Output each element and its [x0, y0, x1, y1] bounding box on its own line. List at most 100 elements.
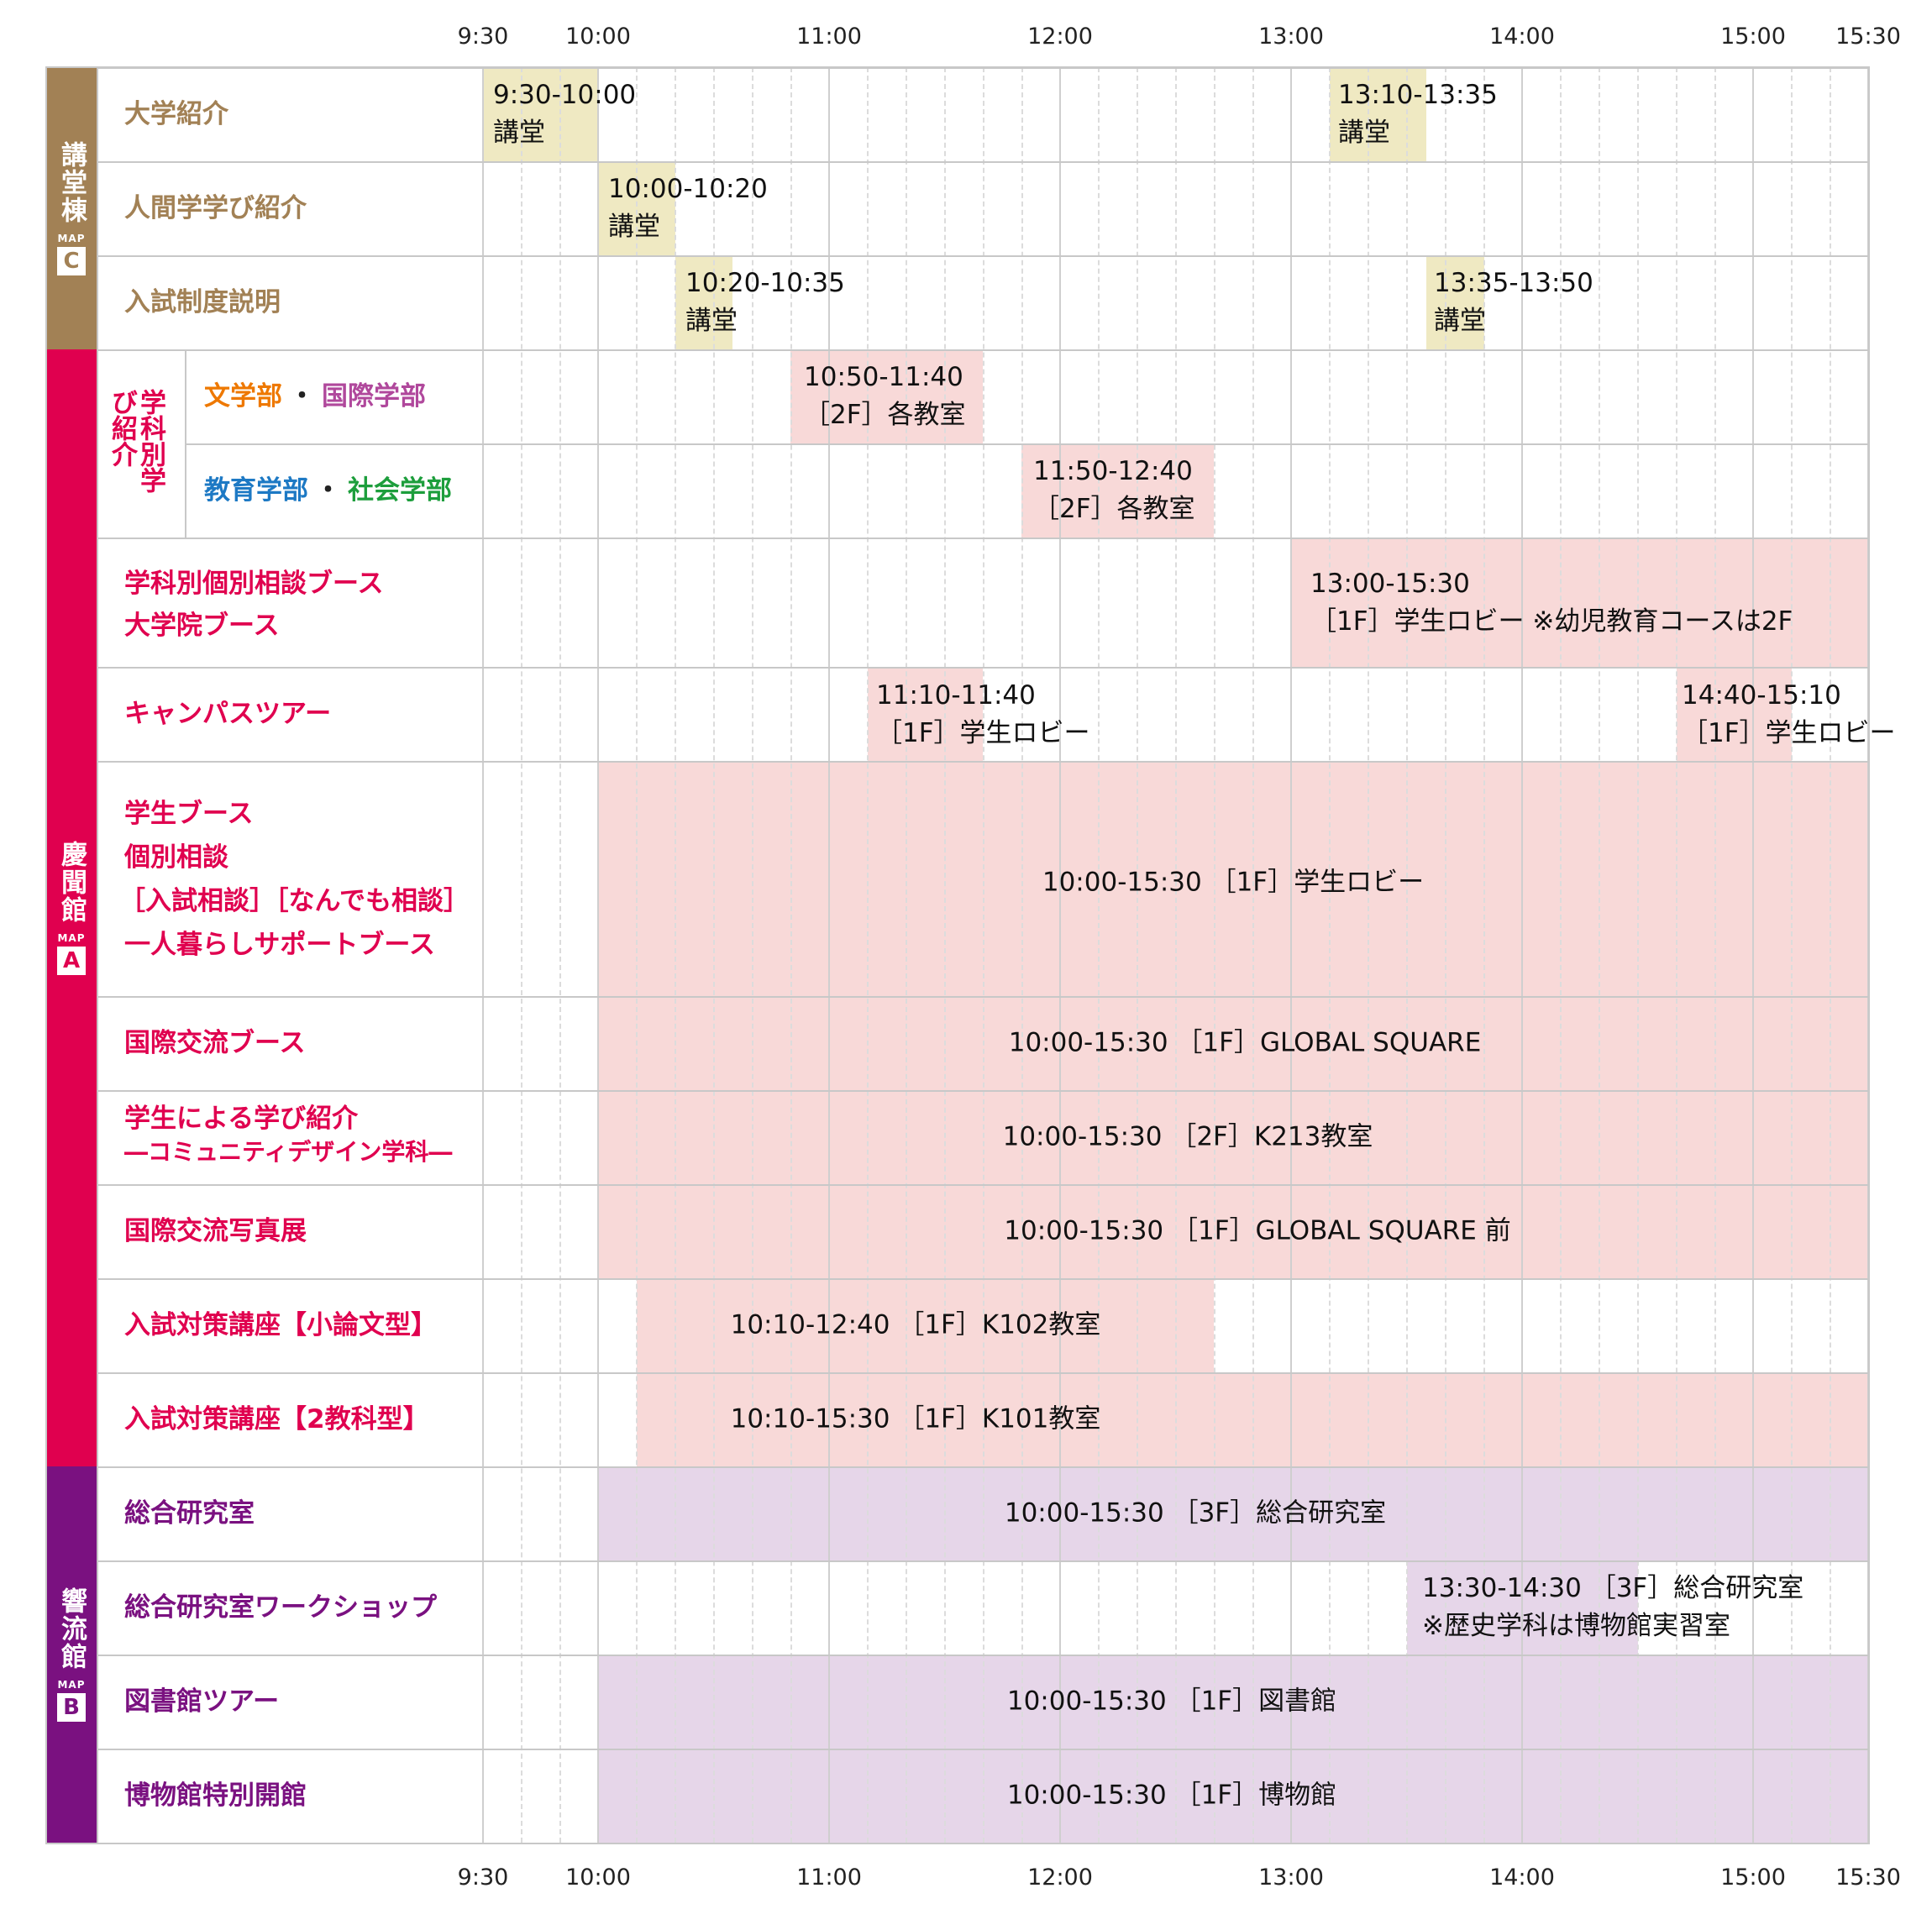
event-bar	[637, 1278, 1214, 1372]
label-part: ・	[315, 475, 341, 506]
grid-vline-minor	[1252, 67, 1254, 1843]
map-letter-badge: B	[57, 1693, 86, 1722]
row-label: 大学紹介	[124, 99, 228, 129]
grid-vline-minor	[1714, 67, 1716, 1843]
event-bar	[598, 1749, 1868, 1843]
grid-vline-minor	[1175, 67, 1177, 1843]
event-time: 11:10-11:40	[876, 680, 1036, 711]
tick-label: 11:00	[796, 1864, 862, 1891]
grid-vline-minor	[1098, 67, 1100, 1843]
event-bar	[598, 996, 1868, 1090]
event-text: 10:00-15:30 ［1F］GLOBAL SQUARE	[1008, 1027, 1482, 1058]
row-label: 学科別個別相談ブース 大学院ブース	[124, 563, 383, 647]
grid-vline	[1867, 67, 1869, 1843]
event-place: 講堂	[685, 306, 738, 336]
event-time: 13:35-13:50	[1434, 268, 1593, 298]
map-label: MAP	[57, 233, 86, 244]
tick-label: 11:00	[796, 24, 862, 50]
grid-vline-minor	[1368, 67, 1369, 1843]
grid-vline	[1752, 67, 1754, 1843]
event-bar	[675, 255, 732, 349]
row-label: 総合研究室ワークショップ	[124, 1592, 437, 1623]
grid-hline	[97, 761, 1869, 763]
event-place: 講堂	[608, 212, 660, 242]
event-text: 10:10-12:40 ［1F］K102教室	[730, 1309, 1101, 1340]
tick-label: 10:00	[565, 1864, 631, 1891]
grid-hline	[97, 996, 1869, 998]
grid-hline	[97, 161, 1869, 163]
row-label: 学生による学び紹介 ―コミュニティデザイン学科―	[124, 1102, 452, 1169]
event-time: 14:40-15:10	[1682, 680, 1841, 711]
grid-vline-minor	[1830, 67, 1831, 1843]
tick-label: 15:30	[1835, 1864, 1901, 1891]
row-label: 国際交流ブース	[124, 1028, 306, 1058]
label-part: 国際学部	[322, 381, 426, 412]
event-text: 13:00-15:30 ［1F］学生ロビー ※幼児教育コースは2F	[1310, 565, 1793, 641]
grid-vline	[828, 67, 830, 1843]
tick-label: 12:00	[1027, 24, 1093, 50]
event-text: 11:50-12:40 ［2F］各教室	[1033, 453, 1195, 528]
grid-vline-minor	[1483, 67, 1485, 1843]
tick-label: 14:00	[1489, 24, 1555, 50]
map-label: MAP	[57, 932, 86, 944]
building-koryu: 響流館 MAP B	[46, 1466, 97, 1843]
label-part: ・	[289, 381, 315, 412]
event-text: 10:00-15:30 ［1F］博物館	[1006, 1780, 1337, 1811]
event-place: 講堂	[1338, 118, 1390, 148]
tick-label: 13:00	[1258, 1864, 1324, 1891]
event-text: 10:00-15:30 ［3F］総合研究室	[1004, 1497, 1387, 1529]
grid-hline	[97, 1749, 1869, 1750]
grid-vline-minor	[1791, 67, 1793, 1843]
grid-vline-minor	[790, 67, 792, 1843]
grid-hline	[97, 1560, 1869, 1562]
event-place: ［1F］学生ロビー	[1682, 718, 1896, 748]
event-bar	[598, 1655, 1868, 1749]
grid-hline	[46, 1843, 1869, 1844]
grid-hline	[185, 443, 1869, 445]
map-label: MAP	[57, 1679, 86, 1691]
grid-vline-minor	[675, 67, 676, 1843]
grid-vline-minor	[1676, 67, 1677, 1843]
row-label: 入試制度説明	[124, 287, 281, 317]
grid-vline	[597, 67, 599, 1843]
event-bar	[598, 1466, 1868, 1560]
event-bar	[1677, 667, 1792, 761]
row-label: 入試対策講座【2教科型】	[124, 1404, 429, 1434]
grid-vline	[482, 67, 484, 1843]
grid-vline	[1290, 67, 1292, 1843]
label-line: ―コミュニティデザイン学科―	[124, 1138, 453, 1166]
grid-hline	[97, 1278, 1869, 1280]
grid-vline-minor	[1599, 67, 1600, 1843]
tick-label: 9:30	[457, 24, 509, 50]
event-bar	[1330, 67, 1426, 161]
event-text: 10:50-11:40 ［2F］各教室	[804, 359, 966, 434]
tick-label: 9:30	[457, 1864, 509, 1891]
tick-label: 15:00	[1720, 1864, 1786, 1891]
grid-vline-minor	[559, 67, 561, 1843]
label-line: 学生ブース	[124, 799, 254, 829]
row-label: 教育学部・社会学部	[204, 470, 452, 511]
grid-vline-minor	[983, 67, 984, 1843]
event-text: 10:00-10:20 講堂	[608, 170, 768, 246]
label-line: 個別相談	[124, 842, 228, 873]
grid-vline	[1521, 67, 1523, 1843]
label-line: 大学院ブース	[124, 611, 280, 641]
tick-label: 14:00	[1489, 1864, 1555, 1891]
map-letter-badge: A	[57, 947, 86, 975]
event-time: 10:00-10:20	[608, 174, 768, 204]
grid-hline	[97, 255, 1869, 257]
label-line: 学生による学び紹介	[124, 1104, 359, 1134]
event-bar	[790, 349, 983, 443]
grid-vline-minor	[1637, 67, 1639, 1843]
tick-label: 10:00	[565, 24, 631, 50]
event-time: 13:00-15:30	[1310, 569, 1470, 599]
grid-vline-minor	[1329, 67, 1331, 1843]
grid-vline-minor	[1560, 67, 1562, 1843]
tick-label: 12:00	[1027, 1864, 1093, 1891]
event-bar	[1426, 255, 1484, 349]
grid-hline	[97, 1090, 1869, 1092]
grid-hline	[97, 538, 1869, 539]
event-text: 10:10-15:30 ［1F］K101教室	[730, 1403, 1101, 1434]
grid-vline-minor	[944, 67, 946, 1843]
label-line: 学科別個別相談ブース	[124, 569, 384, 599]
